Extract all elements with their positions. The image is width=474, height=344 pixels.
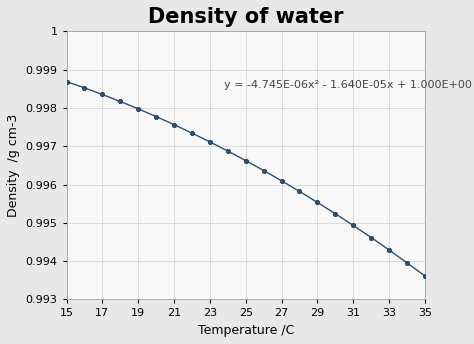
Point [385,247,393,253]
Point [331,211,339,216]
Point [403,260,411,266]
Point [206,139,214,145]
Point [135,106,142,111]
Point [349,223,357,228]
Point [152,114,160,119]
X-axis label: Temperature /C: Temperature /C [198,324,294,337]
Point [296,189,303,194]
Point [63,79,70,84]
Point [421,273,428,279]
Point [260,168,267,173]
Point [224,148,232,154]
Point [314,200,321,205]
Point [99,92,106,97]
Point [117,99,124,104]
Point [188,130,196,136]
Point [242,158,249,163]
Point [278,178,285,184]
Title: Density of water: Density of water [148,7,344,27]
Text: y = -4.745E-06x² - 1.640E-05x + 1.000E+00: y = -4.745E-06x² - 1.640E-05x + 1.000E+0… [224,80,472,90]
Point [170,122,178,127]
Point [81,85,88,90]
Y-axis label: Density  /g cm-3: Density /g cm-3 [7,114,20,217]
Point [367,235,375,240]
